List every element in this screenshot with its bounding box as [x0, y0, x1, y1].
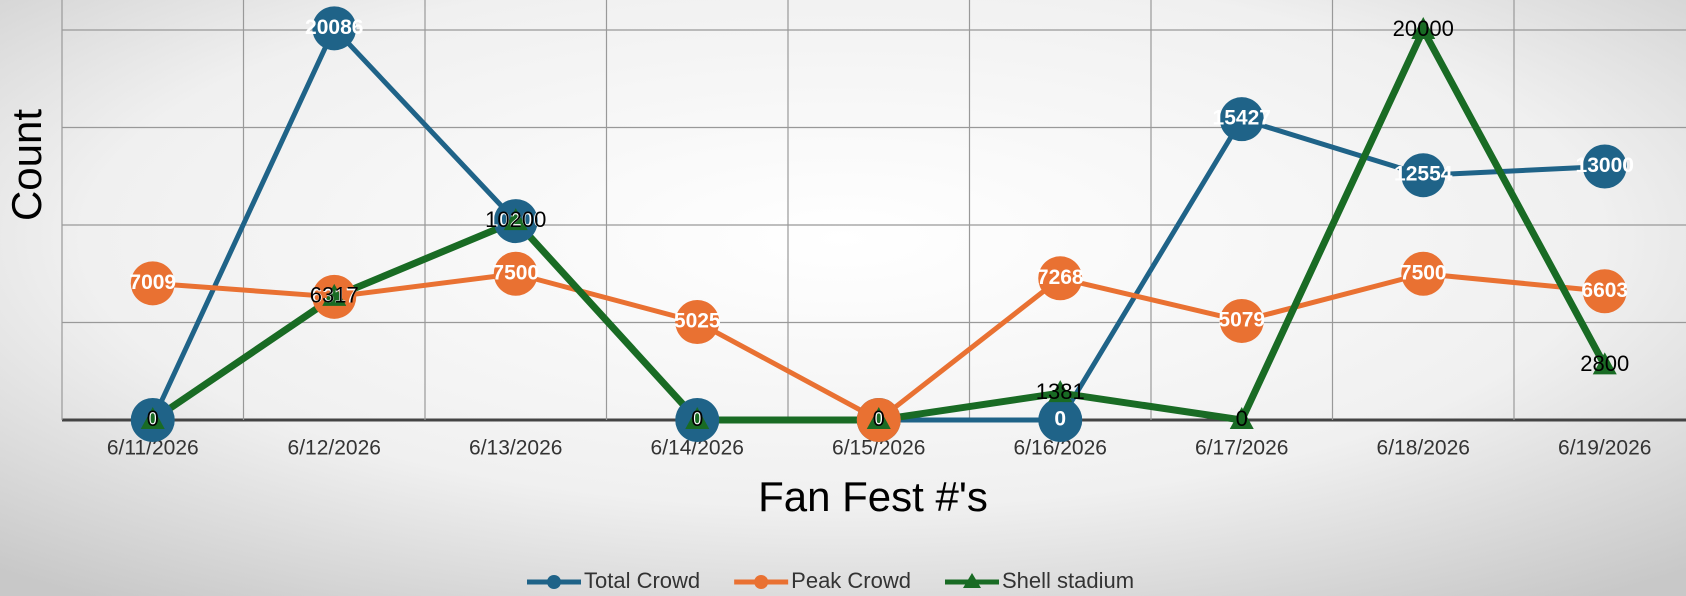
data-label: 0	[147, 408, 159, 431]
x-tick-label: 6/12/2026	[288, 437, 381, 460]
data-labels: 0 20086 10200 0 0 0 15427 12554 13000 7009 6317 750…	[129, 16, 1634, 431]
x-tick-label: 6/15/2026	[832, 437, 925, 460]
x-tick-label: 6/13/2026	[469, 437, 562, 460]
triangle-marker	[685, 407, 710, 429]
triangle-marker	[322, 283, 347, 306]
data-label: 20000	[1393, 16, 1454, 41]
data-label: 0	[873, 406, 885, 431]
circle-marker	[675, 300, 720, 345]
data-label: 0	[691, 406, 703, 431]
data-label: 7268	[1037, 266, 1084, 289]
data-label: 7009	[129, 271, 176, 294]
data-label: 0	[873, 408, 885, 431]
data-label: 0	[691, 408, 703, 431]
legend-marker	[963, 573, 981, 588]
x-tick-label: 6/18/2026	[1377, 437, 1470, 460]
legend-label: Shell stadium	[1002, 568, 1134, 593]
legend-marker	[547, 575, 561, 589]
circle-marker	[1038, 398, 1083, 442]
data-label: 10200	[487, 209, 545, 232]
data-label: 13000	[1576, 154, 1634, 177]
data-label: 0	[1054, 408, 1066, 431]
triangle-marker	[1229, 407, 1254, 429]
data-label: 7500	[1400, 261, 1447, 284]
data-label: 6317	[310, 283, 359, 308]
circle-marker	[1038, 256, 1083, 301]
triangle-marker	[140, 407, 165, 429]
circle-marker	[312, 6, 357, 51]
data-label: 6317	[311, 284, 358, 307]
data-label: 2800	[1580, 351, 1629, 376]
circle-marker	[493, 251, 538, 296]
data-label: 0	[147, 406, 159, 431]
circle-marker	[1219, 97, 1264, 142]
triangle-marker	[1048, 380, 1073, 403]
data-label: 7500	[492, 261, 539, 284]
x-tick-label: 6/16/2026	[1014, 437, 1107, 460]
circle-marker	[1582, 269, 1627, 314]
triangle-marker	[1411, 17, 1436, 39]
circle-marker	[130, 261, 175, 306]
legend-label: Total Crowd	[584, 568, 700, 593]
data-label: 1381	[1036, 379, 1085, 404]
data-label: 10200	[485, 207, 546, 232]
legend-marker	[754, 575, 769, 589]
data-label: 20086	[305, 16, 363, 39]
chart-title: Fan Fest #'s	[758, 473, 988, 520]
circle-marker	[1582, 144, 1627, 189]
data-label: 5079	[1218, 309, 1265, 332]
data-label: 15427	[1213, 107, 1271, 130]
circle-marker	[1401, 251, 1446, 296]
x-tick-label: 6/14/2026	[651, 437, 744, 460]
triangle-marker	[503, 208, 528, 231]
triangle-marker	[1592, 352, 1617, 375]
y-axis-label: Count	[3, 109, 50, 221]
circle-marker	[1219, 298, 1264, 343]
x-tick-label: 6/17/2026	[1195, 437, 1288, 460]
data-label: 5025	[674, 310, 721, 333]
data-label: 0	[873, 408, 885, 431]
x-tick-label: 6/19/2026	[1558, 437, 1651, 460]
legend-label: Peak Crowd	[791, 568, 911, 593]
data-label: 12554	[1394, 163, 1453, 186]
circle-marker	[1401, 153, 1446, 198]
legend: Total Crowd Peak Crowd Shell stadium	[527, 568, 1134, 593]
series-markers	[130, 6, 1627, 442]
data-label: 0	[1236, 406, 1248, 431]
triangle-marker	[866, 407, 891, 429]
x-tick-label: 6/11/2026	[107, 437, 199, 460]
data-label: 6603	[1581, 279, 1628, 302]
